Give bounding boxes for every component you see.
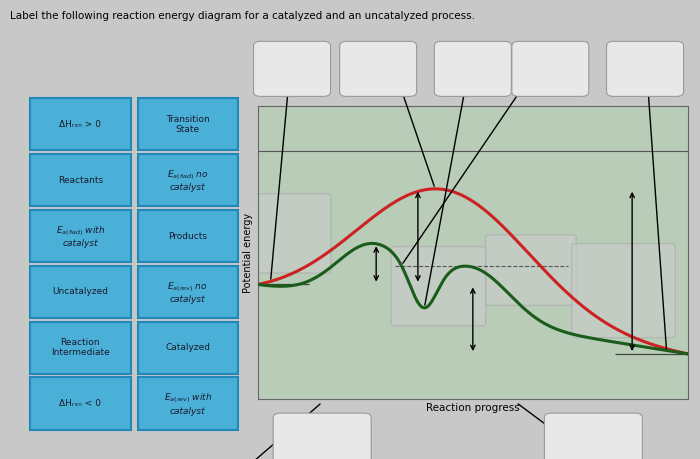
Text: ΔHᵣₓₙ > 0: ΔHᵣₓₙ > 0: [60, 120, 102, 129]
Text: ΔHᵣₓₙ < 0: ΔHᵣₓₙ < 0: [60, 399, 102, 408]
FancyBboxPatch shape: [258, 194, 331, 273]
FancyBboxPatch shape: [486, 235, 576, 305]
FancyBboxPatch shape: [391, 246, 486, 326]
Text: Reactants: Reactants: [58, 176, 103, 185]
Text: $E_{a(rev)}$ no
catalyst: $E_{a(rev)}$ no catalyst: [167, 280, 208, 304]
Text: $E_{a(rev)}$ with
catalyst: $E_{a(rev)}$ with catalyst: [164, 392, 212, 416]
FancyBboxPatch shape: [572, 244, 676, 338]
Text: Label the following reaction energy diagram for a catalyzed and an uncatalyzed p: Label the following reaction energy diag…: [10, 11, 475, 22]
Text: $E_{a(fwd)}$ with
catalyst: $E_{a(fwd)}$ with catalyst: [55, 224, 105, 248]
Y-axis label: Potential energy: Potential energy: [244, 213, 253, 292]
Text: Products: Products: [168, 231, 207, 241]
X-axis label: Reaction progress: Reaction progress: [426, 403, 519, 414]
Text: Uncatalyzed: Uncatalyzed: [52, 287, 108, 297]
Text: Transition
State: Transition State: [166, 115, 210, 134]
Text: Catalyzed: Catalyzed: [165, 343, 210, 352]
Text: $E_{a(fwd)}$ no
catalyst: $E_{a(fwd)}$ no catalyst: [167, 168, 209, 192]
Text: Reaction
Intermediate: Reaction Intermediate: [51, 338, 110, 358]
